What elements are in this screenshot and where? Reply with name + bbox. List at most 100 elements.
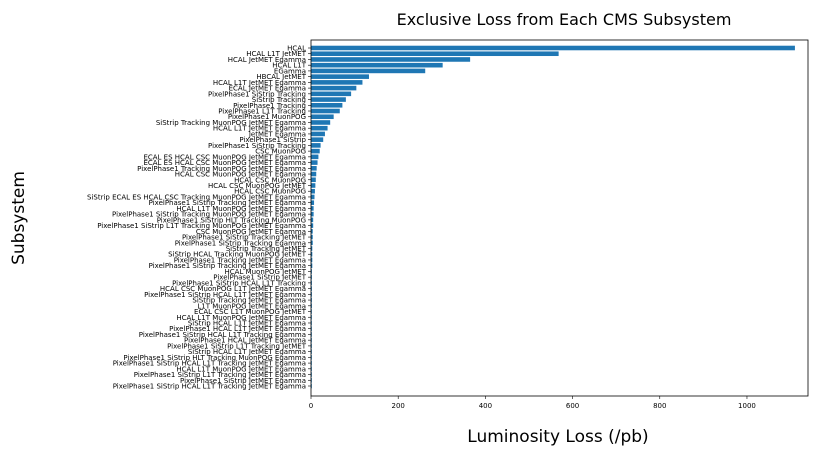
x-tick-label: 200 xyxy=(392,402,405,410)
category-label: SiStrip Tracking JetMET xyxy=(226,245,307,253)
bar xyxy=(311,246,313,251)
category-label: L1T MuonPOG JetMET Egamma xyxy=(197,302,306,310)
category-label: ECAL CSC L1T MuonPOG JetMET xyxy=(194,308,307,316)
category-label: ECAL JetMET Egamma xyxy=(229,85,306,93)
category-label: HCAL CSC MuonPOG xyxy=(234,188,306,196)
category-label: PixelPhase1 SiStrip L1T Tracking MuonPOG… xyxy=(97,222,306,230)
category-label: PixelPhase1 SiStrip Tracking MuonPOG Jet… xyxy=(112,211,306,219)
category-label: ECAL ES HCAL CSC MuonPOG JetMET Egamma xyxy=(143,153,306,161)
category-label: PixelPhase1 HCAL JetMET Egamma xyxy=(184,337,306,345)
category-label: SiStrip HCAL Tracking MuonPOG JetMET xyxy=(168,251,307,259)
category-label: HCAL CSC MuonPOG JetMET xyxy=(208,182,307,190)
bar-group xyxy=(311,45,795,389)
category-label: HCAL JetMET Egamma xyxy=(228,56,306,64)
category-label: PixelPhase1 MuonPOG xyxy=(228,113,306,121)
bar xyxy=(311,297,312,303)
chart-title: Exclusive Loss from Each CMS Subsystem xyxy=(397,10,732,29)
bar xyxy=(311,274,312,280)
category-label: CSC MuonPOG xyxy=(255,148,306,156)
bar xyxy=(311,188,315,194)
bar xyxy=(311,269,312,274)
bar xyxy=(311,263,313,268)
bar xyxy=(311,194,315,200)
category-label: PixelPhase1 SiStrip Tracking JetMET xyxy=(182,234,307,242)
bar xyxy=(311,171,317,177)
bar xyxy=(311,200,315,205)
category-label: HCAL CSC MuonPOG xyxy=(234,176,306,184)
category-label: PixelPhase1 Tracking xyxy=(233,102,306,110)
bar xyxy=(311,80,363,85)
category-label: ECAL ES HCAL CSC MuonPOG JetMET Egamma xyxy=(143,159,306,167)
bar xyxy=(311,62,443,68)
category-label: JetMET Egamma xyxy=(248,130,306,138)
bar xyxy=(311,177,316,183)
category-label: PixelPhase1 SiStrip Tracking xyxy=(208,90,306,98)
bar xyxy=(311,251,313,257)
category-label: CSC MuonPOG JetMET Egamma xyxy=(196,228,306,236)
category-label: PixelPhase1 SiStrip L1T Tracking JetMET xyxy=(167,342,307,350)
bar xyxy=(311,125,328,131)
category-label: SiStrip HCAL L1T JetMET Egamma xyxy=(188,319,306,327)
y-axis-label: Subsystem xyxy=(9,171,29,265)
category-label: HCAL L1T xyxy=(272,62,306,70)
bar xyxy=(311,206,314,211)
category-label: PixelPhase1 SiStrip Tracking Egamma xyxy=(175,239,306,247)
bar xyxy=(311,85,357,91)
bar xyxy=(311,166,317,171)
bar xyxy=(311,120,331,125)
category-label: PixelPhase1 SiStrip Tracking JetMET Egam… xyxy=(149,262,306,270)
category-label: SiStrip Tracking JetMET Egamma xyxy=(192,297,306,305)
bar xyxy=(311,143,321,148)
category-label: SiStrip ECAL ES HCAL CSC Tracking MuonPO… xyxy=(87,193,306,201)
x-axis-label: Luminosity Loss (/pb) xyxy=(467,427,648,447)
bar xyxy=(311,148,320,154)
category-label: HCAL L1T MuonPOG JetMET Egamma xyxy=(176,205,306,213)
category-label: EGamma xyxy=(274,67,306,75)
bar xyxy=(311,303,312,309)
category-label: PixelPhase1 SiStrip Tracking xyxy=(208,142,306,150)
bar xyxy=(311,217,314,223)
plot-frame xyxy=(310,39,809,397)
category-label: PixelPhase1 SiStrip HCAL L1T Tracking Je… xyxy=(113,383,306,391)
category-label: HCAL L1T JetMET xyxy=(246,50,306,58)
category-label: SiStrip HCAL L1T JetMET Egamma xyxy=(188,348,306,356)
category-label: PixelPhase1 SiStrip HCAL L1T Tracking Eg… xyxy=(139,331,306,339)
category-label: PixelPhase1 SiStrip HCAL L1T Tracking Je… xyxy=(113,360,306,368)
category-label: PixelPhase1 Tracking JetMET Egamma xyxy=(174,256,306,264)
category-label: HCAL L1T MuonPOG JetMET Egamma xyxy=(176,365,306,373)
x-tick-label: 400 xyxy=(479,402,492,410)
category-label: PixelPhase1 SiStrip Tracking JetMET Egam… xyxy=(149,199,306,207)
bar xyxy=(311,114,334,120)
category-label: HCAL L1T JetMET Egamma xyxy=(213,125,306,133)
category-label: PixelPhase1 SiStrip JetMET xyxy=(213,274,306,282)
category-label: HCAL CSC MuonPOG JetMET Egamma xyxy=(175,171,306,179)
bar xyxy=(311,292,312,297)
category-label: PixelPhase1 SiStrip HCAL L1T Tracking xyxy=(172,279,306,287)
bar xyxy=(311,234,313,240)
category-label: HCAL CSC MuonPOG L1T JetMET Egamma xyxy=(160,285,306,293)
bar xyxy=(311,240,313,246)
category-label: PixelPhase1 SiStrip HCAL L1T JetMET Egam… xyxy=(144,291,306,299)
bar xyxy=(311,68,426,74)
category-label: SiStrip Tracking xyxy=(252,96,306,104)
category-label: PixelPhase1 SiStrip HLT Tracking MuonPOG xyxy=(157,216,306,224)
bar xyxy=(311,183,316,188)
bar xyxy=(311,223,314,228)
category-label: HCAL L1T JetMET Egamma xyxy=(213,79,306,87)
bar xyxy=(311,286,312,291)
category-label: PixelPhase1 SiStrip xyxy=(239,136,306,144)
bar xyxy=(311,97,346,102)
bar xyxy=(311,257,313,263)
bar xyxy=(311,91,352,97)
bar xyxy=(311,211,314,217)
x-tick-label: 600 xyxy=(566,402,579,410)
bar xyxy=(311,102,343,108)
category-label: HCAL L1T MuonPOG JetMET Egamma xyxy=(176,314,306,322)
category-label: PixelPhase1 Tracking MuonPOG JetMET Egam… xyxy=(137,165,306,173)
bar xyxy=(311,74,369,79)
bar xyxy=(311,229,313,234)
bar xyxy=(311,280,312,286)
category-label: PixelPhase1 SiStrip JetMET Egamma xyxy=(180,377,306,385)
category-label: PixelPhase1 HCAL L1T JetMET Egamma xyxy=(169,325,306,333)
